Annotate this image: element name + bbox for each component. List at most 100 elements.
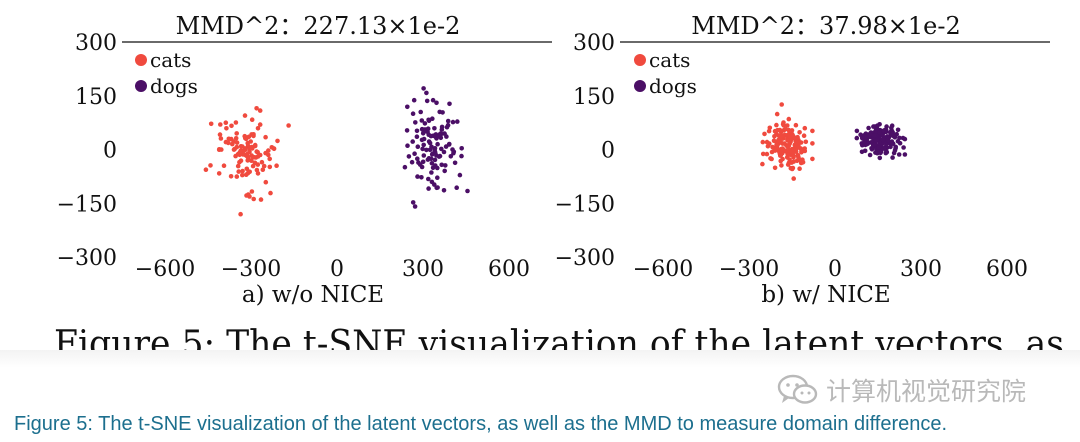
point-dogs [420, 146, 425, 152]
point-dogs [878, 150, 883, 156]
point-dogs [421, 136, 427, 142]
point-dogs [885, 137, 891, 143]
point-cats [797, 166, 802, 171]
point-cats [772, 134, 777, 139]
point-cats [810, 141, 815, 146]
x-tick-label: 600 [488, 257, 530, 282]
point-cats [778, 158, 783, 164]
point-dogs [417, 162, 423, 167]
point-cats [802, 125, 808, 131]
point-cats [787, 140, 793, 145]
panel-b-title: MMD^2：37.98×1e-2 [691, 12, 960, 40]
point-dogs [888, 144, 893, 150]
point-cats [263, 179, 269, 185]
legend-cats-marker [135, 54, 147, 66]
point-dogs [412, 151, 417, 156]
point-cats [768, 156, 773, 161]
x-tick-label: 300 [402, 257, 444, 282]
point-cats [790, 132, 795, 138]
point-cats [249, 158, 254, 163]
panel-a-caption: a) w/o NICE [242, 282, 384, 308]
legend-cats-label: cats [150, 48, 191, 72]
point-dogs [421, 153, 427, 158]
point-dogs [859, 135, 865, 140]
point-dogs [877, 155, 883, 161]
point-dogs [902, 152, 908, 157]
point-dogs [405, 143, 410, 148]
panel-b-points [760, 102, 908, 181]
point-dogs [421, 142, 427, 148]
point-cats [781, 123, 786, 128]
point-dogs [442, 168, 448, 174]
point-dogs [902, 136, 908, 142]
point-cats [795, 134, 800, 140]
point-dogs [411, 97, 417, 103]
point-cats [254, 106, 259, 111]
point-cats [786, 147, 792, 153]
point-dogs [418, 109, 424, 115]
point-cats [238, 211, 243, 217]
point-dogs [454, 185, 460, 190]
point-dogs [432, 157, 438, 163]
point-cats [218, 122, 223, 127]
panel-b: MMD^2：37.98×1e-2 300 150 0 −150 −300 −600 −30… [555, 12, 1050, 308]
point-dogs [429, 144, 434, 150]
point-dogs [450, 119, 456, 125]
panel-a-xticks: −600 −300 0 300 600 [135, 257, 530, 282]
point-dogs [872, 141, 878, 147]
point-dogs [428, 156, 434, 162]
point-cats [234, 131, 239, 136]
point-cats [261, 163, 267, 169]
point-dogs [889, 125, 894, 130]
point-cats [224, 126, 229, 131]
point-cats [252, 155, 257, 160]
y-tick-label: −150 [555, 192, 615, 217]
point-cats [762, 131, 767, 137]
point-cats [779, 163, 784, 168]
panel-a-points [203, 86, 470, 217]
point-dogs [412, 204, 418, 209]
legend-dogs-label: dogs [150, 74, 198, 98]
point-dogs [406, 154, 412, 159]
point-dogs [405, 104, 410, 110]
point-cats [257, 108, 263, 113]
panel-a-legend: cats dogs [135, 48, 198, 98]
point-cats [217, 132, 223, 137]
point-dogs [871, 133, 877, 138]
point-cats [237, 149, 243, 155]
point-dogs [884, 134, 890, 139]
point-dogs [447, 101, 452, 107]
point-cats [263, 150, 268, 156]
point-dogs [451, 149, 457, 154]
figure-area: MMD^2：227.13×1e-2 300 150 0 −150 −300 −600 −3… [54, 12, 1064, 350]
point-cats [777, 127, 783, 133]
point-dogs [859, 149, 865, 155]
point-dogs [427, 140, 433, 146]
point-dogs [424, 90, 429, 96]
point-cats [247, 149, 252, 155]
point-dogs [433, 163, 438, 168]
point-cats [796, 145, 802, 150]
point-dogs [869, 146, 874, 151]
point-dogs [429, 161, 435, 166]
point-dogs [873, 138, 879, 143]
caption-bar: 计算机视觉研究院 Figure 5: The t-SNE visualizati… [0, 350, 1080, 442]
point-cats [259, 159, 265, 165]
point-dogs [414, 128, 420, 134]
point-dogs [430, 97, 436, 103]
y-tick-label: 150 [573, 85, 615, 110]
point-dogs [881, 146, 887, 151]
point-cats [793, 149, 799, 155]
point-cats [245, 158, 250, 163]
point-cats [249, 189, 255, 194]
point-cats [233, 120, 239, 125]
point-cats [797, 130, 802, 135]
point-cats [251, 133, 256, 139]
point-dogs [452, 160, 458, 166]
point-cats [267, 164, 273, 170]
x-tick-label: −300 [719, 257, 779, 282]
point-cats [810, 128, 815, 134]
point-dogs [428, 133, 434, 139]
point-dogs [429, 170, 434, 175]
point-cats [785, 162, 791, 167]
